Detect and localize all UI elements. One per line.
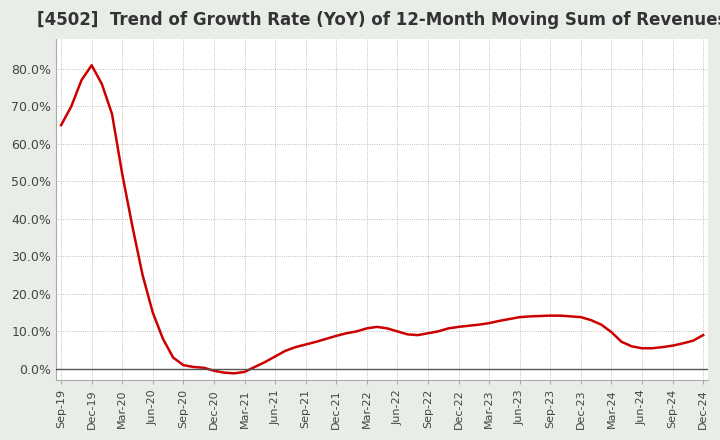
Title: [4502]  Trend of Growth Rate (YoY) of 12-Month Moving Sum of Revenues: [4502] Trend of Growth Rate (YoY) of 12-… xyxy=(37,11,720,29)
